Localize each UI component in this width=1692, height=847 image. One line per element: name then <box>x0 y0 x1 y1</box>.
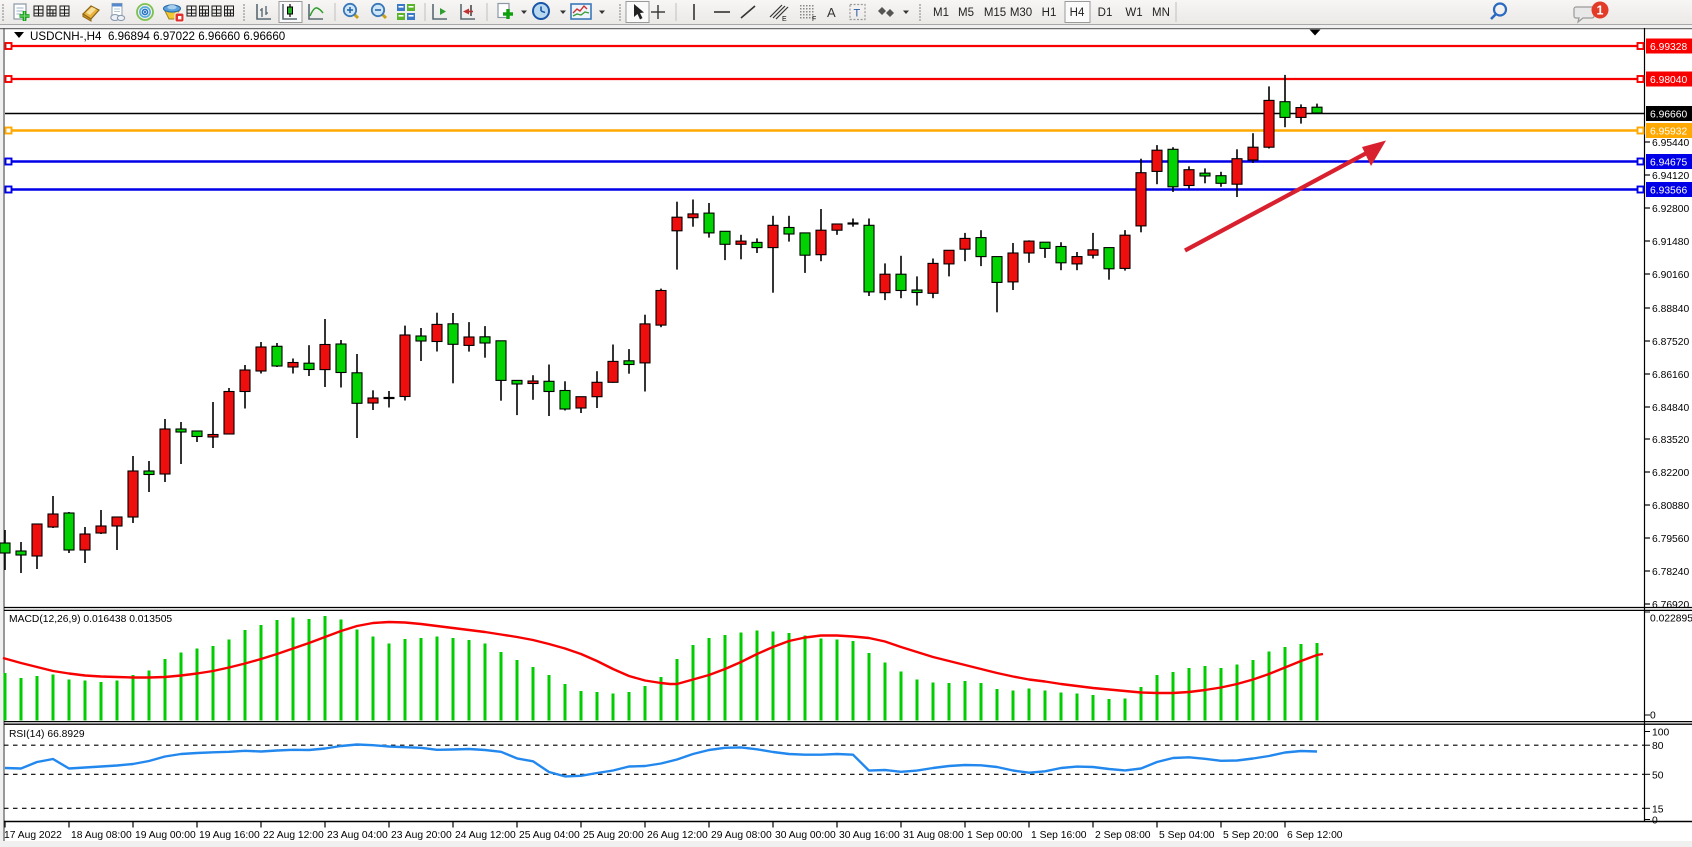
svg-text:1 Sep 16:00: 1 Sep 16:00 <box>1031 830 1087 841</box>
svg-text:30 Aug 00:00: 30 Aug 00:00 <box>775 830 836 841</box>
svg-text:H1: H1 <box>1042 7 1057 19</box>
svg-text:23 Aug 04:00: 23 Aug 04:00 <box>327 830 388 841</box>
svg-text:T: T <box>854 8 861 20</box>
svg-text:25 Aug 20:00: 25 Aug 20:00 <box>583 830 644 841</box>
svg-text:18 Aug 08:00: 18 Aug 08:00 <box>71 830 132 841</box>
svg-text:31 Aug 08:00: 31 Aug 08:00 <box>903 830 964 841</box>
svg-text:6.91480: 6.91480 <box>1652 237 1689 248</box>
svg-text:6.95932: 6.95932 <box>1650 127 1687 138</box>
svg-text:5 Sep 04:00: 5 Sep 04:00 <box>1159 830 1215 841</box>
svg-text:1 Sep 00:00: 1 Sep 00:00 <box>967 830 1023 841</box>
svg-text:19 Aug 16:00: 19 Aug 16:00 <box>199 830 260 841</box>
svg-text:24 Aug 12:00: 24 Aug 12:00 <box>455 830 516 841</box>
svg-text:80: 80 <box>1652 741 1664 752</box>
svg-text:6.98040: 6.98040 <box>1650 75 1687 86</box>
svg-text:100: 100 <box>1652 728 1669 739</box>
svg-text:6.80880: 6.80880 <box>1652 501 1689 512</box>
svg-text:6.96660: 6.96660 <box>1650 110 1687 121</box>
svg-text:6.92800: 6.92800 <box>1652 204 1689 215</box>
svg-text:M1: M1 <box>933 7 949 19</box>
svg-text:0: 0 <box>1650 711 1656 722</box>
svg-text:6.82200: 6.82200 <box>1652 468 1689 479</box>
svg-text:6.94120: 6.94120 <box>1652 171 1689 182</box>
svg-text:USDCNH-,H4 6.96894 6.97022 6.: USDCNH-,H4 6.96894 6.97022 6.96660 6.966… <box>30 30 285 43</box>
svg-text:6.90160: 6.90160 <box>1652 270 1689 281</box>
svg-text:M15: M15 <box>984 7 1006 19</box>
svg-text:6.86160: 6.86160 <box>1652 370 1689 381</box>
svg-text:6.76920: 6.76920 <box>1652 600 1689 611</box>
svg-text:6.95440: 6.95440 <box>1652 138 1689 149</box>
svg-text:23 Aug 20:00: 23 Aug 20:00 <box>391 830 452 841</box>
svg-text:M30: M30 <box>1010 7 1032 19</box>
svg-text:19 Aug 00:00: 19 Aug 00:00 <box>135 830 196 841</box>
svg-text:30 Aug 16:00: 30 Aug 16:00 <box>839 830 900 841</box>
svg-text:MACD(12,26,9) 0.016438 0.01350: MACD(12,26,9) 0.016438 0.013505 <box>9 614 172 625</box>
svg-text:2 Sep 08:00: 2 Sep 08:00 <box>1095 830 1151 841</box>
svg-text:6 Sep 12:00: 6 Sep 12:00 <box>1287 830 1343 841</box>
svg-text:6.94675: 6.94675 <box>1650 158 1687 169</box>
svg-text:26 Aug 12:00: 26 Aug 12:00 <box>647 830 708 841</box>
svg-text:50: 50 <box>1652 770 1664 781</box>
svg-text:25 Aug 04:00: 25 Aug 04:00 <box>519 830 580 841</box>
svg-text:6.88840: 6.88840 <box>1652 304 1689 315</box>
svg-text:22 Aug 12:00: 22 Aug 12:00 <box>263 830 324 841</box>
svg-text:17 Aug 2022: 17 Aug 2022 <box>4 830 62 841</box>
svg-text:E: E <box>782 16 787 23</box>
svg-text:6.83520: 6.83520 <box>1652 435 1689 446</box>
svg-text:6.78240: 6.78240 <box>1652 567 1689 578</box>
svg-text:6.84840: 6.84840 <box>1652 403 1689 414</box>
svg-text:D1: D1 <box>1098 7 1113 19</box>
svg-text:MN: MN <box>1152 7 1170 19</box>
svg-text:W1: W1 <box>1125 7 1142 19</box>
svg-text:29 Aug 08:00: 29 Aug 08:00 <box>711 830 772 841</box>
svg-text:6.87520: 6.87520 <box>1652 337 1689 348</box>
svg-text:A: A <box>827 5 836 20</box>
svg-text:0: 0 <box>1652 816 1658 827</box>
svg-text:5 Sep 20:00: 5 Sep 20:00 <box>1223 830 1279 841</box>
svg-text:15: 15 <box>1652 804 1664 815</box>
svg-text:6.99328: 6.99328 <box>1650 42 1687 53</box>
svg-text:6.79560: 6.79560 <box>1652 534 1689 545</box>
svg-text:M5: M5 <box>958 7 974 19</box>
svg-text:F: F <box>812 16 816 23</box>
svg-text:1: 1 <box>1597 4 1604 18</box>
svg-text:RSI(14) 66.8929: RSI(14) 66.8929 <box>9 729 85 740</box>
svg-text:6.93566: 6.93566 <box>1650 186 1687 197</box>
svg-text:0.022895: 0.022895 <box>1650 614 1692 625</box>
svg-text:H4: H4 <box>1070 7 1085 19</box>
